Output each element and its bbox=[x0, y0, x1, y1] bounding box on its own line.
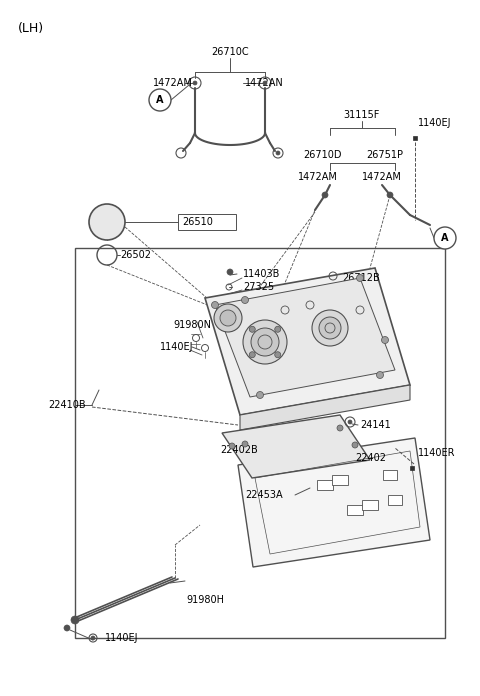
Text: 26710D: 26710D bbox=[304, 150, 342, 160]
Circle shape bbox=[193, 81, 197, 85]
Text: 24141: 24141 bbox=[360, 420, 391, 430]
Polygon shape bbox=[238, 438, 430, 567]
Circle shape bbox=[376, 372, 384, 379]
Circle shape bbox=[214, 304, 242, 332]
Circle shape bbox=[249, 326, 255, 332]
Text: 26712B: 26712B bbox=[342, 273, 380, 283]
Text: 26751P: 26751P bbox=[367, 150, 404, 160]
Text: 1472AM: 1472AM bbox=[362, 172, 402, 182]
Polygon shape bbox=[240, 385, 410, 430]
Circle shape bbox=[227, 269, 233, 275]
Text: 26710C: 26710C bbox=[211, 47, 249, 57]
Polygon shape bbox=[215, 278, 395, 397]
Text: 26502: 26502 bbox=[120, 250, 151, 260]
Circle shape bbox=[149, 89, 171, 111]
Text: 22402B: 22402B bbox=[220, 445, 258, 455]
Text: 1472AM: 1472AM bbox=[298, 172, 338, 182]
Circle shape bbox=[89, 204, 125, 240]
Text: 27325: 27325 bbox=[243, 282, 274, 292]
Polygon shape bbox=[383, 470, 397, 480]
Circle shape bbox=[243, 320, 287, 364]
Bar bbox=[75, 248, 445, 638]
Text: A: A bbox=[156, 95, 164, 105]
Text: 22402: 22402 bbox=[355, 453, 386, 463]
Text: 1140EJ: 1140EJ bbox=[418, 118, 452, 128]
Text: 22453A: 22453A bbox=[245, 490, 283, 500]
Bar bbox=[410, 466, 414, 470]
Polygon shape bbox=[388, 495, 402, 505]
Circle shape bbox=[64, 625, 70, 631]
Text: 26510: 26510 bbox=[182, 217, 213, 227]
Circle shape bbox=[312, 310, 348, 346]
Circle shape bbox=[212, 301, 218, 308]
Circle shape bbox=[241, 296, 249, 303]
Circle shape bbox=[319, 317, 341, 339]
Text: A: A bbox=[441, 233, 449, 243]
Circle shape bbox=[251, 328, 279, 356]
Polygon shape bbox=[205, 268, 410, 415]
Bar bbox=[413, 136, 417, 140]
Circle shape bbox=[434, 227, 456, 249]
Text: 1140EJ: 1140EJ bbox=[160, 342, 193, 352]
Text: 1472AM: 1472AM bbox=[153, 78, 193, 88]
Circle shape bbox=[71, 616, 79, 624]
Circle shape bbox=[322, 192, 328, 198]
Text: 1140EJ: 1140EJ bbox=[105, 633, 139, 643]
Circle shape bbox=[220, 310, 236, 326]
Polygon shape bbox=[362, 500, 378, 510]
Circle shape bbox=[352, 442, 358, 448]
Polygon shape bbox=[222, 415, 370, 478]
Circle shape bbox=[256, 391, 264, 399]
Polygon shape bbox=[347, 505, 363, 515]
Text: (LH): (LH) bbox=[18, 22, 44, 35]
Circle shape bbox=[387, 192, 393, 198]
Circle shape bbox=[249, 351, 255, 358]
Bar bbox=[178, 214, 236, 230]
Circle shape bbox=[275, 326, 281, 332]
Circle shape bbox=[276, 151, 280, 155]
Circle shape bbox=[229, 443, 235, 449]
Circle shape bbox=[242, 441, 248, 447]
Circle shape bbox=[263, 81, 267, 85]
Text: 31115F: 31115F bbox=[344, 110, 380, 120]
Text: 11403B: 11403B bbox=[243, 269, 280, 279]
Text: 1140ER: 1140ER bbox=[418, 448, 456, 458]
Circle shape bbox=[91, 636, 95, 640]
Circle shape bbox=[382, 336, 388, 344]
Text: 1472AN: 1472AN bbox=[245, 78, 284, 88]
Text: 91980H: 91980H bbox=[186, 595, 224, 605]
Text: 91980N: 91980N bbox=[173, 320, 211, 330]
Polygon shape bbox=[317, 480, 333, 490]
Circle shape bbox=[357, 274, 363, 281]
Circle shape bbox=[337, 425, 343, 431]
Circle shape bbox=[275, 351, 281, 358]
Circle shape bbox=[348, 420, 352, 424]
Text: 22410B: 22410B bbox=[48, 400, 85, 410]
Polygon shape bbox=[332, 475, 348, 485]
